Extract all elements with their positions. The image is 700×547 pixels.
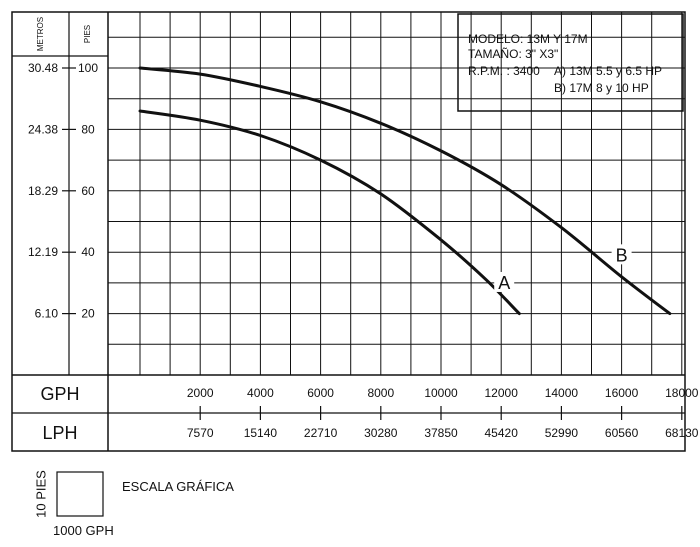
y-tick-label-meters: 24.38 [28, 122, 58, 136]
curve-label-bg [494, 271, 515, 292]
scale-legend-square [56, 471, 104, 517]
feet-header: PIES [83, 25, 92, 43]
info-size: TAMAÑO: 3" X3" [468, 47, 558, 61]
chart-frame [11, 11, 686, 452]
x-tick-label-lph: 52990 [545, 426, 579, 440]
x-tick-label-gph: 2000 [187, 386, 214, 400]
y-tick-label-feet: 100 [78, 61, 98, 75]
meters-header: METROS [36, 17, 45, 51]
lph-axis-label: LPH [42, 423, 77, 443]
x-tick-label-lph: 30280 [364, 426, 398, 440]
gph-axis-label: GPH [40, 384, 79, 404]
x-tick-label-gph: 10000 [424, 386, 458, 400]
y-tick-label-feet: 60 [81, 184, 95, 198]
x-tick-label-gph: 16000 [605, 386, 639, 400]
curve-label-b: B [616, 245, 628, 265]
y-tick-label-feet: 40 [81, 245, 95, 259]
grid [108, 12, 685, 375]
x-tick-label-gph: 6000 [307, 386, 334, 400]
curve-label-bg [611, 244, 632, 265]
info-rpm: R.P.M. : 3400 [468, 64, 540, 78]
x-tick-label-gph: 18000 [665, 386, 699, 400]
x-tick-label-lph: 60560 [605, 426, 639, 440]
x-tick-label-lph: 68130 [665, 426, 699, 440]
scale-legend-vertical: 10 PIES [33, 470, 48, 518]
curve-b [138, 66, 672, 316]
scale-legend-title: ESCALA GRÁFICA [122, 479, 234, 494]
x-tick-label-lph: 15140 [244, 426, 278, 440]
scale-legend-horizontal: 1000 GPH [53, 523, 114, 538]
x-axis-ticks: 2000 7570 4000 15140 6000 22710 8000 30280 10000… [187, 386, 699, 440]
info-option-a: A) 13M 5.5 y 6.5 HP [554, 64, 662, 78]
x-tick-label-gph: 14000 [545, 386, 579, 400]
info-option-b: B) 17M 8 y 10 HP [554, 81, 649, 95]
x-tick-label-lph: 22710 [304, 426, 338, 440]
x-tick-label-lph: 45420 [485, 426, 519, 440]
info-model: MODELO: 13M Y 17M [468, 32, 588, 46]
y-axis-ticks: 100 30.48 80 24.38 60 18.29 40 12.19 20 6.10 [28, 61, 98, 321]
x-tick-label-lph: 7570 [187, 426, 214, 440]
x-tick-label-gph: 4000 [247, 386, 274, 400]
curve-label-a: A [498, 273, 510, 293]
y-tick-label-meters: 18.29 [28, 184, 58, 198]
y-tick-label-feet: 80 [81, 122, 95, 136]
curves: AB [138, 66, 672, 316]
y-tick-label-meters: 30.48 [28, 61, 58, 75]
y-tick-label-meters: 6.10 [35, 307, 59, 321]
x-tick-label-gph: 8000 [367, 386, 394, 400]
x-tick-label-gph: 12000 [485, 386, 519, 400]
y-tick-label-feet: 20 [81, 307, 95, 321]
info-box [457, 13, 684, 112]
x-tick-label-lph: 37850 [424, 426, 458, 440]
curve-a [138, 109, 521, 316]
y-tick-label-meters: 12.19 [28, 245, 58, 259]
